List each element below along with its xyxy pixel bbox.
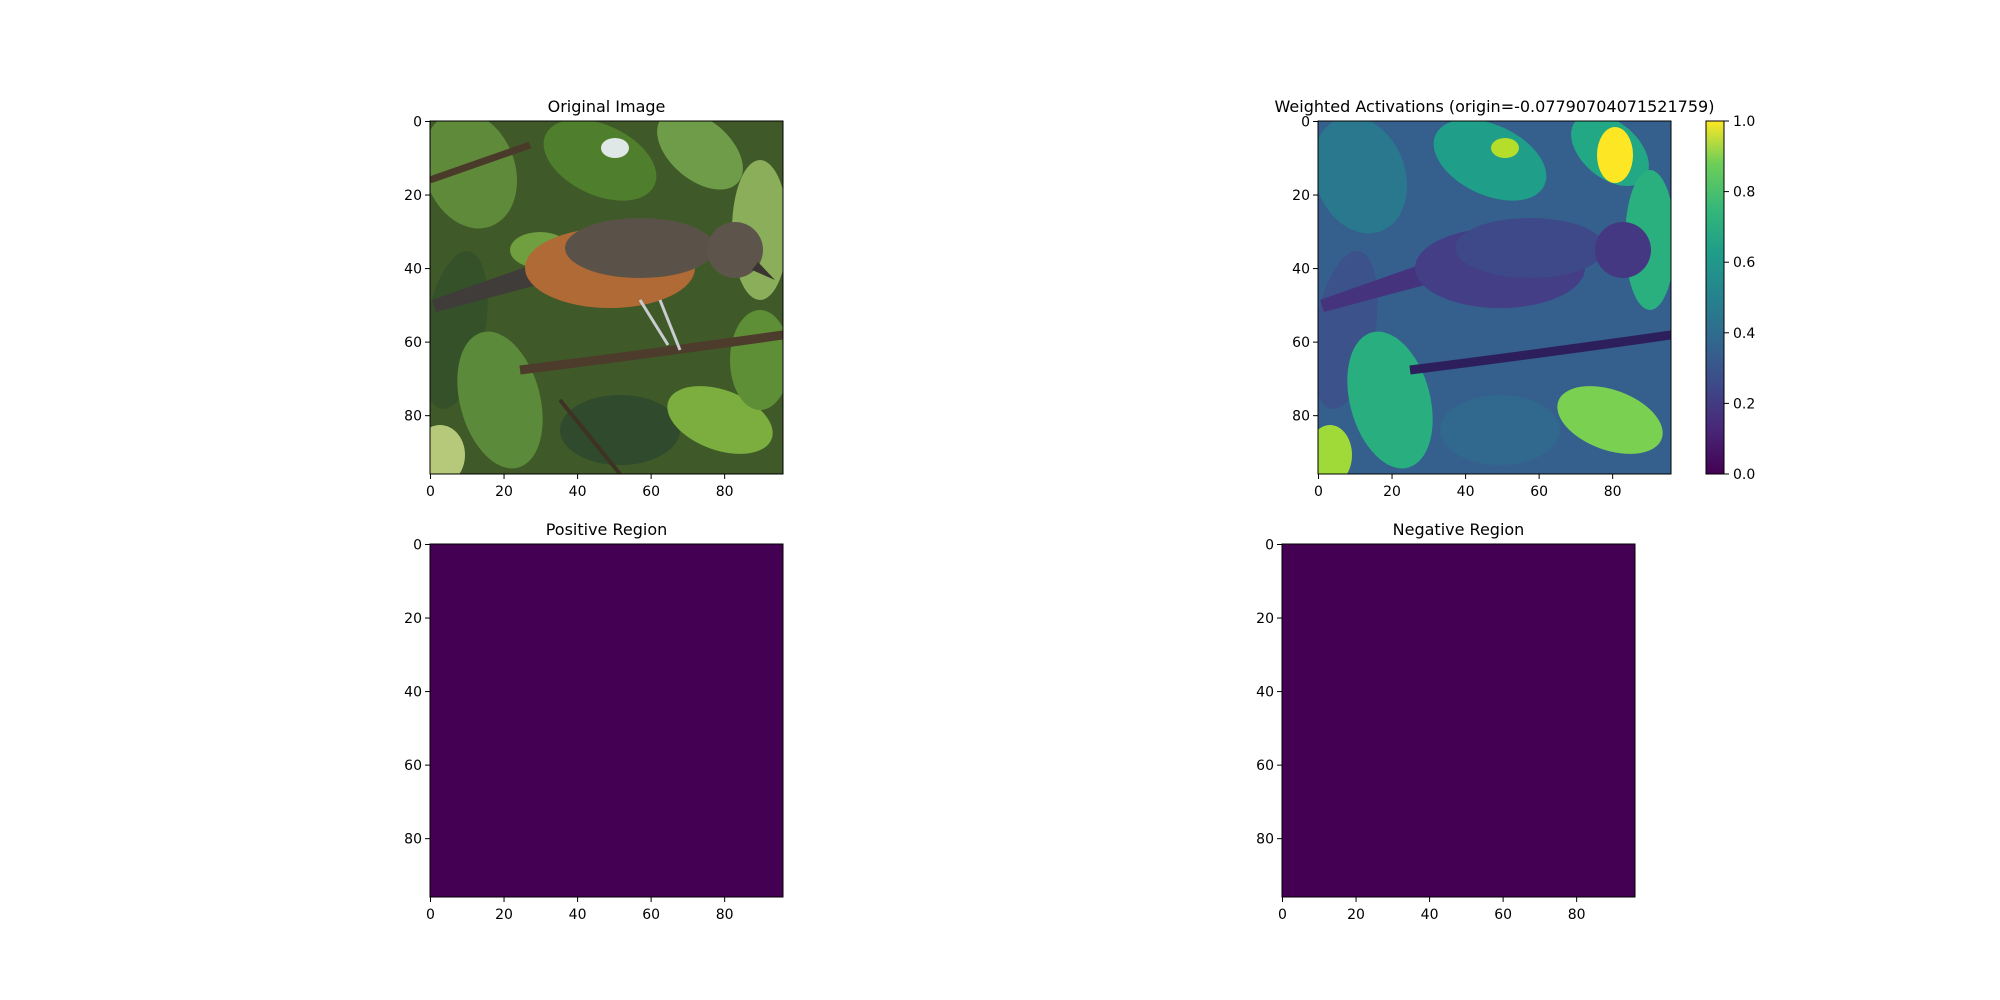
negative-region-heatmap xyxy=(1281,543,1636,898)
axes-weighted-activations: 0 20 40 60 80 0 20 40 60 80 xyxy=(1292,115,1621,501)
x-tick-label: 60 xyxy=(1530,484,1548,500)
x-tick-label: 0 xyxy=(1278,907,1287,923)
title-weighted-activations: Weighted Activations (origin=-0.07790704… xyxy=(1275,97,1715,116)
y-tick-label: 20 xyxy=(404,188,422,204)
y-tick-label: 40 xyxy=(1292,262,1310,278)
colorbar: 0.0 0.2 0.4 0.6 0.8 1.0 xyxy=(1705,114,1755,483)
x-tick-label: 40 xyxy=(1421,907,1439,923)
axes-negative-region: 0 20 40 60 80 0 20 40 60 80 xyxy=(1256,538,1585,924)
y-tick-label: 80 xyxy=(404,832,422,848)
x-tick-label: 40 xyxy=(569,907,587,923)
y-tick-label: 60 xyxy=(1256,758,1274,774)
y-tick-label: 0 xyxy=(413,538,422,554)
y-tick-label: 0 xyxy=(413,115,422,131)
panel-original-image: Original Image xyxy=(404,97,784,501)
weighted-activations-heatmap xyxy=(1318,121,1671,474)
original-image-photo xyxy=(430,121,783,474)
y-tick-label: 40 xyxy=(404,262,422,278)
y-tick-label: 80 xyxy=(1292,409,1310,425)
colorbar-tick-label: 0.0 xyxy=(1733,467,1755,483)
panel-negative-region: Negative Region 0 20 40 60 80 0 20 40 60 80 xyxy=(1256,520,1636,924)
y-tick-label: 20 xyxy=(1292,188,1310,204)
y-tick-label: 20 xyxy=(1256,611,1274,627)
panel-positive-region: Positive Region 0 20 40 60 80 0 20 40 60 80 xyxy=(404,520,784,924)
x-tick-label: 40 xyxy=(569,484,587,500)
x-tick-label: 20 xyxy=(495,907,513,923)
positive-region-heatmap xyxy=(429,543,784,898)
x-tick-label: 20 xyxy=(495,484,513,500)
panel-weighted-activations: Weighted Activations (origin=-0.07790704… xyxy=(1275,97,1756,500)
y-tick-label: 40 xyxy=(1256,685,1274,701)
y-tick-label: 60 xyxy=(1292,335,1310,351)
colorbar-tick-label: 0.6 xyxy=(1733,255,1755,271)
x-tick-label: 80 xyxy=(1604,484,1622,500)
x-tick-label: 60 xyxy=(642,484,660,500)
x-tick-label: 60 xyxy=(1494,907,1512,923)
title-negative-region: Negative Region xyxy=(1393,520,1525,539)
colorbar-tick-label: 0.2 xyxy=(1733,396,1755,412)
title-positive-region: Positive Region xyxy=(546,520,668,539)
y-tick-label: 0 xyxy=(1301,115,1310,131)
x-tick-label: 80 xyxy=(1568,907,1586,923)
y-tick-label: 80 xyxy=(1256,832,1274,848)
x-tick-label: 80 xyxy=(716,907,734,923)
x-tick-label: 0 xyxy=(426,907,435,923)
colorbar-tick-label: 0.8 xyxy=(1733,185,1755,201)
colorbar-tick-label: 0.4 xyxy=(1733,326,1755,342)
x-tick-label: 20 xyxy=(1383,484,1401,500)
y-tick-label: 40 xyxy=(404,685,422,701)
x-tick-label: 0 xyxy=(426,484,435,500)
x-tick-label: 40 xyxy=(1457,484,1475,500)
colorbar-gradient xyxy=(1705,120,1725,475)
y-tick-label: 80 xyxy=(404,409,422,425)
y-tick-label: 60 xyxy=(404,758,422,774)
y-tick-label: 20 xyxy=(404,611,422,627)
axes-original-image: 0 20 40 60 80 0 20 40 60 80 xyxy=(404,115,733,501)
x-tick-label: 60 xyxy=(642,907,660,923)
title-original-image: Original Image xyxy=(548,97,666,116)
x-tick-label: 0 xyxy=(1314,484,1323,500)
colorbar-tick-label: 1.0 xyxy=(1733,114,1755,130)
y-tick-label: 60 xyxy=(404,335,422,351)
y-tick-label: 0 xyxy=(1265,538,1274,554)
axes-positive-region: 0 20 40 60 80 0 20 40 60 80 xyxy=(404,538,733,924)
x-tick-label: 80 xyxy=(716,484,734,500)
x-tick-label: 20 xyxy=(1347,907,1365,923)
